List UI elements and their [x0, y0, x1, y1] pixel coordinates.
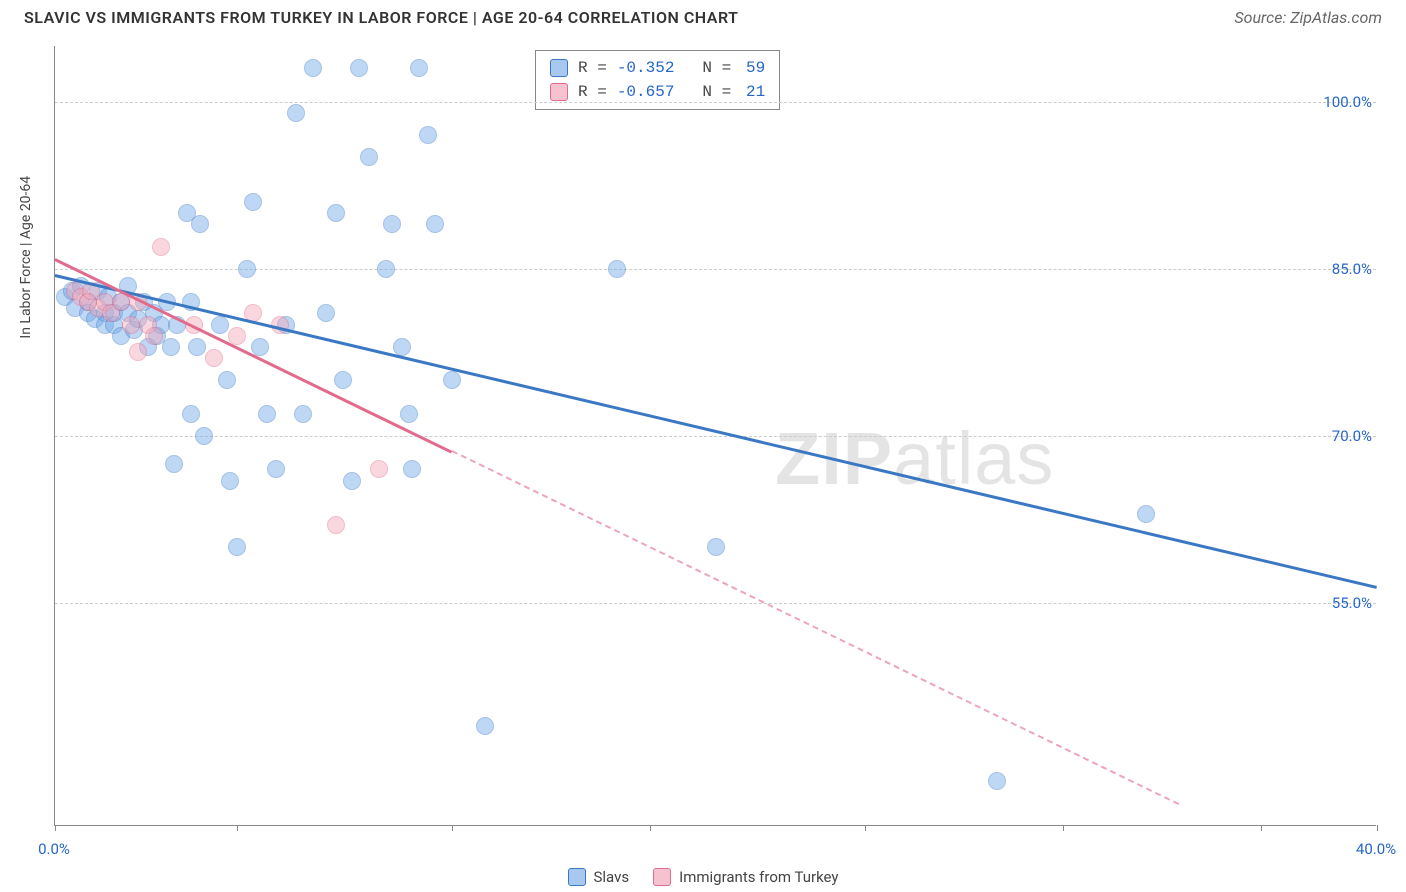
data-point: [608, 260, 626, 278]
data-point: [251, 338, 269, 356]
data-point: [343, 472, 361, 490]
legend-swatch: [653, 868, 671, 886]
y-axis-label: In Labor Force | Age 20-64: [18, 176, 34, 339]
data-point: [988, 772, 1006, 790]
data-point: [476, 717, 494, 735]
x-tick: [865, 825, 866, 831]
data-point: [707, 538, 725, 556]
y-tick-label: 100.0%: [1323, 93, 1380, 111]
data-point: [443, 371, 461, 389]
data-point: [350, 59, 368, 77]
x-tick: [1063, 825, 1064, 831]
data-point: [152, 238, 170, 256]
y-tick-label: 55.0%: [1332, 594, 1380, 612]
series-swatch: [550, 59, 568, 77]
data-point: [165, 455, 183, 473]
data-point: [419, 126, 437, 144]
series-swatch: [550, 83, 568, 101]
y-tick-label: 70.0%: [1332, 427, 1380, 445]
x-tick: [237, 825, 238, 831]
data-point: [122, 316, 140, 334]
data-point: [410, 59, 428, 77]
x-tick: [452, 825, 453, 831]
data-point: [403, 460, 421, 478]
stats-row: R =-0.352N =59: [550, 56, 765, 80]
data-point: [317, 304, 335, 322]
x-tick-label: 0.0%: [38, 840, 70, 858]
data-point: [238, 260, 256, 278]
data-point: [383, 215, 401, 233]
data-point: [145, 327, 163, 345]
gridline: [55, 102, 1376, 103]
chart-title: SLAVIC VS IMMIGRANTS FROM TURKEY IN LABO…: [24, 8, 738, 27]
x-tick: [55, 825, 56, 831]
y-tick-label: 85.0%: [1332, 260, 1380, 278]
data-point: [195, 427, 213, 445]
data-point: [393, 338, 411, 356]
data-point: [191, 215, 209, 233]
data-point: [294, 405, 312, 423]
trend-line: [451, 451, 1179, 806]
data-point: [129, 343, 147, 361]
data-point: [221, 472, 239, 490]
source-label: Source: ZipAtlas.com: [1234, 8, 1382, 27]
data-point: [228, 327, 246, 345]
data-point: [287, 104, 305, 122]
data-point: [334, 371, 352, 389]
stats-row: R =-0.657N =21: [550, 80, 765, 104]
data-point: [377, 260, 395, 278]
data-point: [1137, 505, 1155, 523]
data-point: [360, 148, 378, 166]
data-point: [304, 59, 322, 77]
data-point: [211, 316, 229, 334]
gridline: [55, 436, 1376, 437]
legend-label: Slavs: [594, 868, 630, 886]
data-point: [327, 516, 345, 534]
data-point: [162, 338, 180, 356]
data-point: [188, 338, 206, 356]
legend-swatch: [568, 868, 586, 886]
data-point: [218, 371, 236, 389]
data-point: [327, 204, 345, 222]
watermark: ZIPatlas: [775, 416, 1054, 501]
legend-label: Immigrants from Turkey: [679, 868, 838, 886]
legend-item: Immigrants from Turkey: [653, 868, 838, 886]
data-point: [205, 349, 223, 367]
data-point: [426, 215, 444, 233]
legend: Slavs Immigrants from Turkey: [0, 868, 1406, 886]
legend-item: Slavs: [568, 868, 630, 886]
data-point: [400, 405, 418, 423]
x-tick: [1377, 825, 1378, 831]
data-point: [267, 460, 285, 478]
x-tick: [650, 825, 651, 831]
x-tick: [1261, 825, 1262, 831]
data-point: [370, 460, 388, 478]
chart-plot-area: ZIPatlas R =-0.352N =59R =-0.657N =21 55…: [54, 46, 1376, 826]
gridline: [55, 603, 1376, 604]
data-point: [228, 538, 246, 556]
data-point: [244, 193, 262, 211]
data-point: [182, 405, 200, 423]
data-point: [258, 405, 276, 423]
x-tick-label: 40.0%: [1356, 840, 1396, 858]
